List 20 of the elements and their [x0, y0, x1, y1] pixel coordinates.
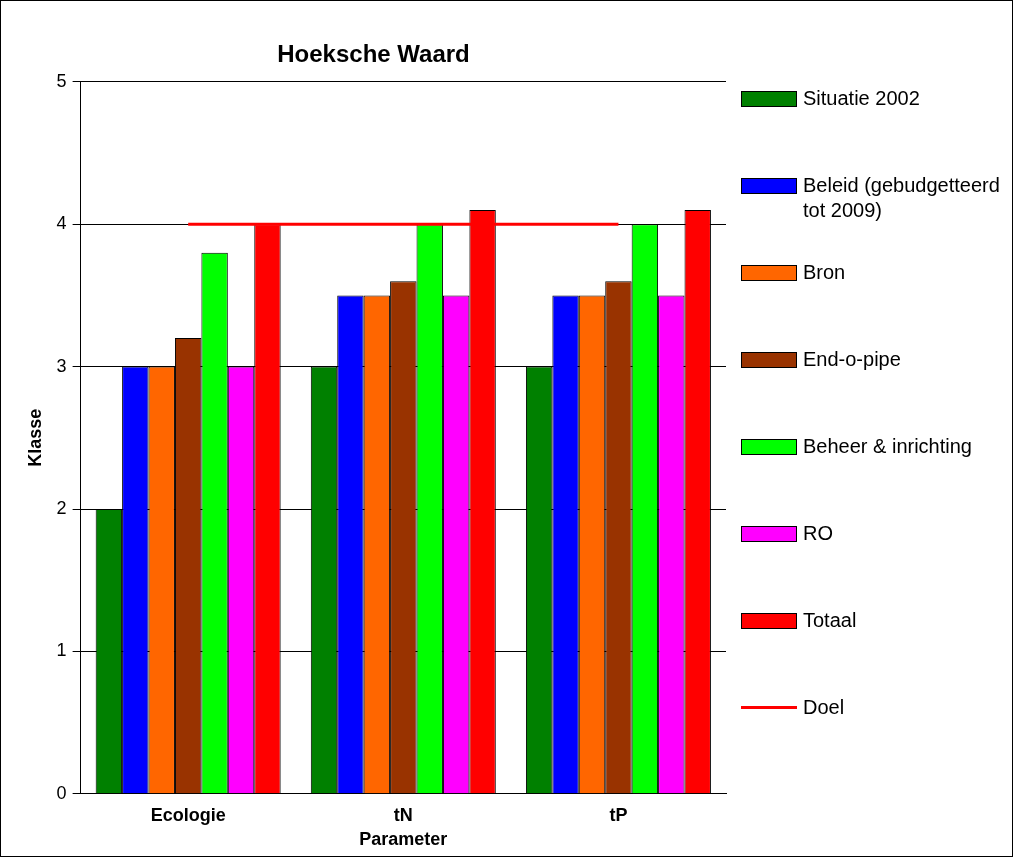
legend-label: RO: [803, 521, 833, 546]
y-tick-label: 0: [56, 782, 67, 803]
x-tick-label: tN: [393, 804, 413, 825]
legend-label: Totaal: [803, 608, 857, 633]
legend-label: Beleid (gebudgetteerd tot 2009): [803, 173, 1001, 223]
y-axis-title: Klasse: [24, 408, 45, 467]
x-tick-label: tP: [609, 804, 628, 825]
y-tick-label: 1: [56, 640, 67, 661]
y-tick-label: 5: [56, 70, 67, 91]
legend-label: Doel: [803, 695, 845, 720]
y-tick-label: 2: [56, 497, 67, 518]
y-tick-label: 3: [56, 355, 67, 376]
legend-label: End-o-pipe: [803, 347, 901, 372]
legend-label: Beheer & inrichting: [803, 434, 972, 459]
chart-title: Hoeksche Waard: [277, 40, 470, 68]
y-tick-label: 4: [56, 213, 67, 234]
legend-label: Situatie 2002: [803, 86, 920, 111]
legend-label: Bron: [803, 260, 846, 285]
x-axis-title: Parameter: [359, 829, 448, 850]
x-tick-label: Ecologie: [150, 804, 226, 825]
